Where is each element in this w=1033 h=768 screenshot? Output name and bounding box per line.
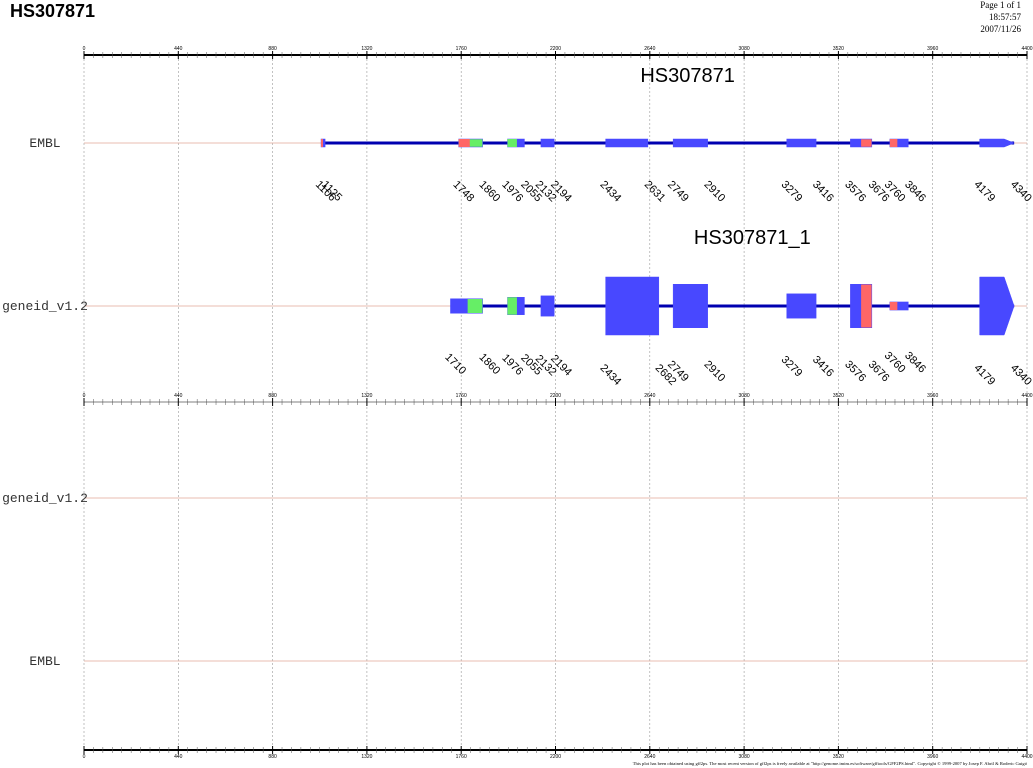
coord-label: 1710 (442, 351, 468, 377)
coord-label: 2749 (665, 179, 691, 205)
tick-label: 1760 (456, 46, 467, 52)
tick-label: 0 (83, 393, 86, 399)
coord-label: 3279 (779, 354, 805, 380)
coord-label: 3279 (779, 179, 805, 205)
tick-label: 4400 (1021, 393, 1032, 399)
coord-label: 2631 (642, 179, 668, 205)
tick-label: 0 (83, 754, 86, 760)
tick-label: 4400 (1021, 46, 1032, 52)
track-label: geneid_v1.2 (2, 491, 88, 506)
exon (605, 276, 660, 336)
coord-label: 2910 (702, 179, 728, 205)
exon (672, 284, 708, 328)
gene-name: HS307871 (640, 65, 735, 87)
tick-label: 3520 (833, 754, 844, 760)
coord-label: 3846 (902, 179, 928, 205)
coord-label: 3576 (842, 359, 868, 385)
tick-label: 880 (268, 754, 277, 760)
exon-part (850, 284, 862, 328)
coord-label: 1976 (499, 179, 525, 205)
coord-label: 4340 (1008, 179, 1033, 205)
tick-label: 1760 (456, 754, 467, 760)
page-number: Page 1 of 1 (980, 0, 1021, 10)
coord-label: 2434 (598, 179, 624, 205)
exon (540, 138, 555, 148)
exon-part (507, 139, 517, 147)
coord-label: 3416 (810, 179, 836, 205)
exon-part (321, 139, 323, 147)
tick-label: 2200 (550, 46, 561, 52)
exon-part (450, 298, 468, 314)
tick-label: 2200 (550, 393, 561, 399)
tick-label: 3080 (739, 393, 750, 399)
coord-label: 4179 (972, 362, 998, 388)
track-label: EMBL (29, 654, 60, 669)
coord-label: 1860 (477, 179, 503, 205)
tick-label: 3080 (739, 754, 750, 760)
exon (605, 138, 649, 148)
exon (979, 138, 1015, 148)
tick-label: 3960 (927, 46, 938, 52)
exon (979, 276, 1015, 336)
tick-label: 2640 (644, 46, 655, 52)
tick-label: 4400 (1021, 754, 1032, 760)
exon-part (850, 139, 862, 147)
date: 2007/11/26 (980, 24, 1021, 34)
tick-label: 3960 (927, 393, 938, 399)
tick-label: 440 (174, 754, 183, 760)
coord-label: 3416 (810, 354, 836, 380)
tick-label: 1320 (361, 754, 372, 760)
gene-name: HS307871_1 (694, 227, 811, 249)
tick-label: 440 (174, 46, 183, 52)
coord-label: 1748 (451, 179, 477, 205)
tick-label: 0 (83, 46, 86, 52)
coord-label: 3846 (902, 350, 928, 376)
time: 18:57:57 (989, 12, 1022, 22)
tick-label: 880 (268, 46, 277, 52)
coord-label: 4179 (972, 179, 998, 205)
exon (786, 293, 817, 319)
tick-label: 2640 (644, 754, 655, 760)
exon (540, 295, 555, 317)
title: HS307871 (10, 1, 95, 21)
exon-part (889, 301, 898, 311)
coord-label: 3576 (842, 179, 868, 205)
tick-label: 1760 (456, 393, 467, 399)
tick-label: 3520 (833, 46, 844, 52)
tick-label: 440 (174, 393, 183, 399)
tick-label: 1320 (361, 393, 372, 399)
tick-label: 880 (268, 393, 277, 399)
footer: This plot has been obtained using gff2ps… (633, 761, 1028, 766)
tick-label: 3960 (927, 754, 938, 760)
track-label: geneid_v1.2 (2, 299, 88, 314)
tick-label: 2640 (644, 393, 655, 399)
tick-label: 2200 (550, 754, 561, 760)
coord-label: 4340 (1008, 362, 1033, 388)
tick-label: 3520 (833, 393, 844, 399)
tick-label: 1320 (361, 46, 372, 52)
coord-label: 1976 (499, 352, 525, 378)
exon (786, 138, 817, 148)
coord-label: 1860 (477, 351, 503, 377)
exon-part (458, 139, 470, 147)
exon (672, 138, 708, 148)
exon-part (889, 139, 898, 147)
coord-label: 2910 (702, 359, 728, 385)
tick-label: 3080 (739, 46, 750, 52)
track-label: EMBL (29, 136, 60, 151)
exon-part (507, 297, 517, 315)
coord-label: 2434 (598, 362, 624, 388)
